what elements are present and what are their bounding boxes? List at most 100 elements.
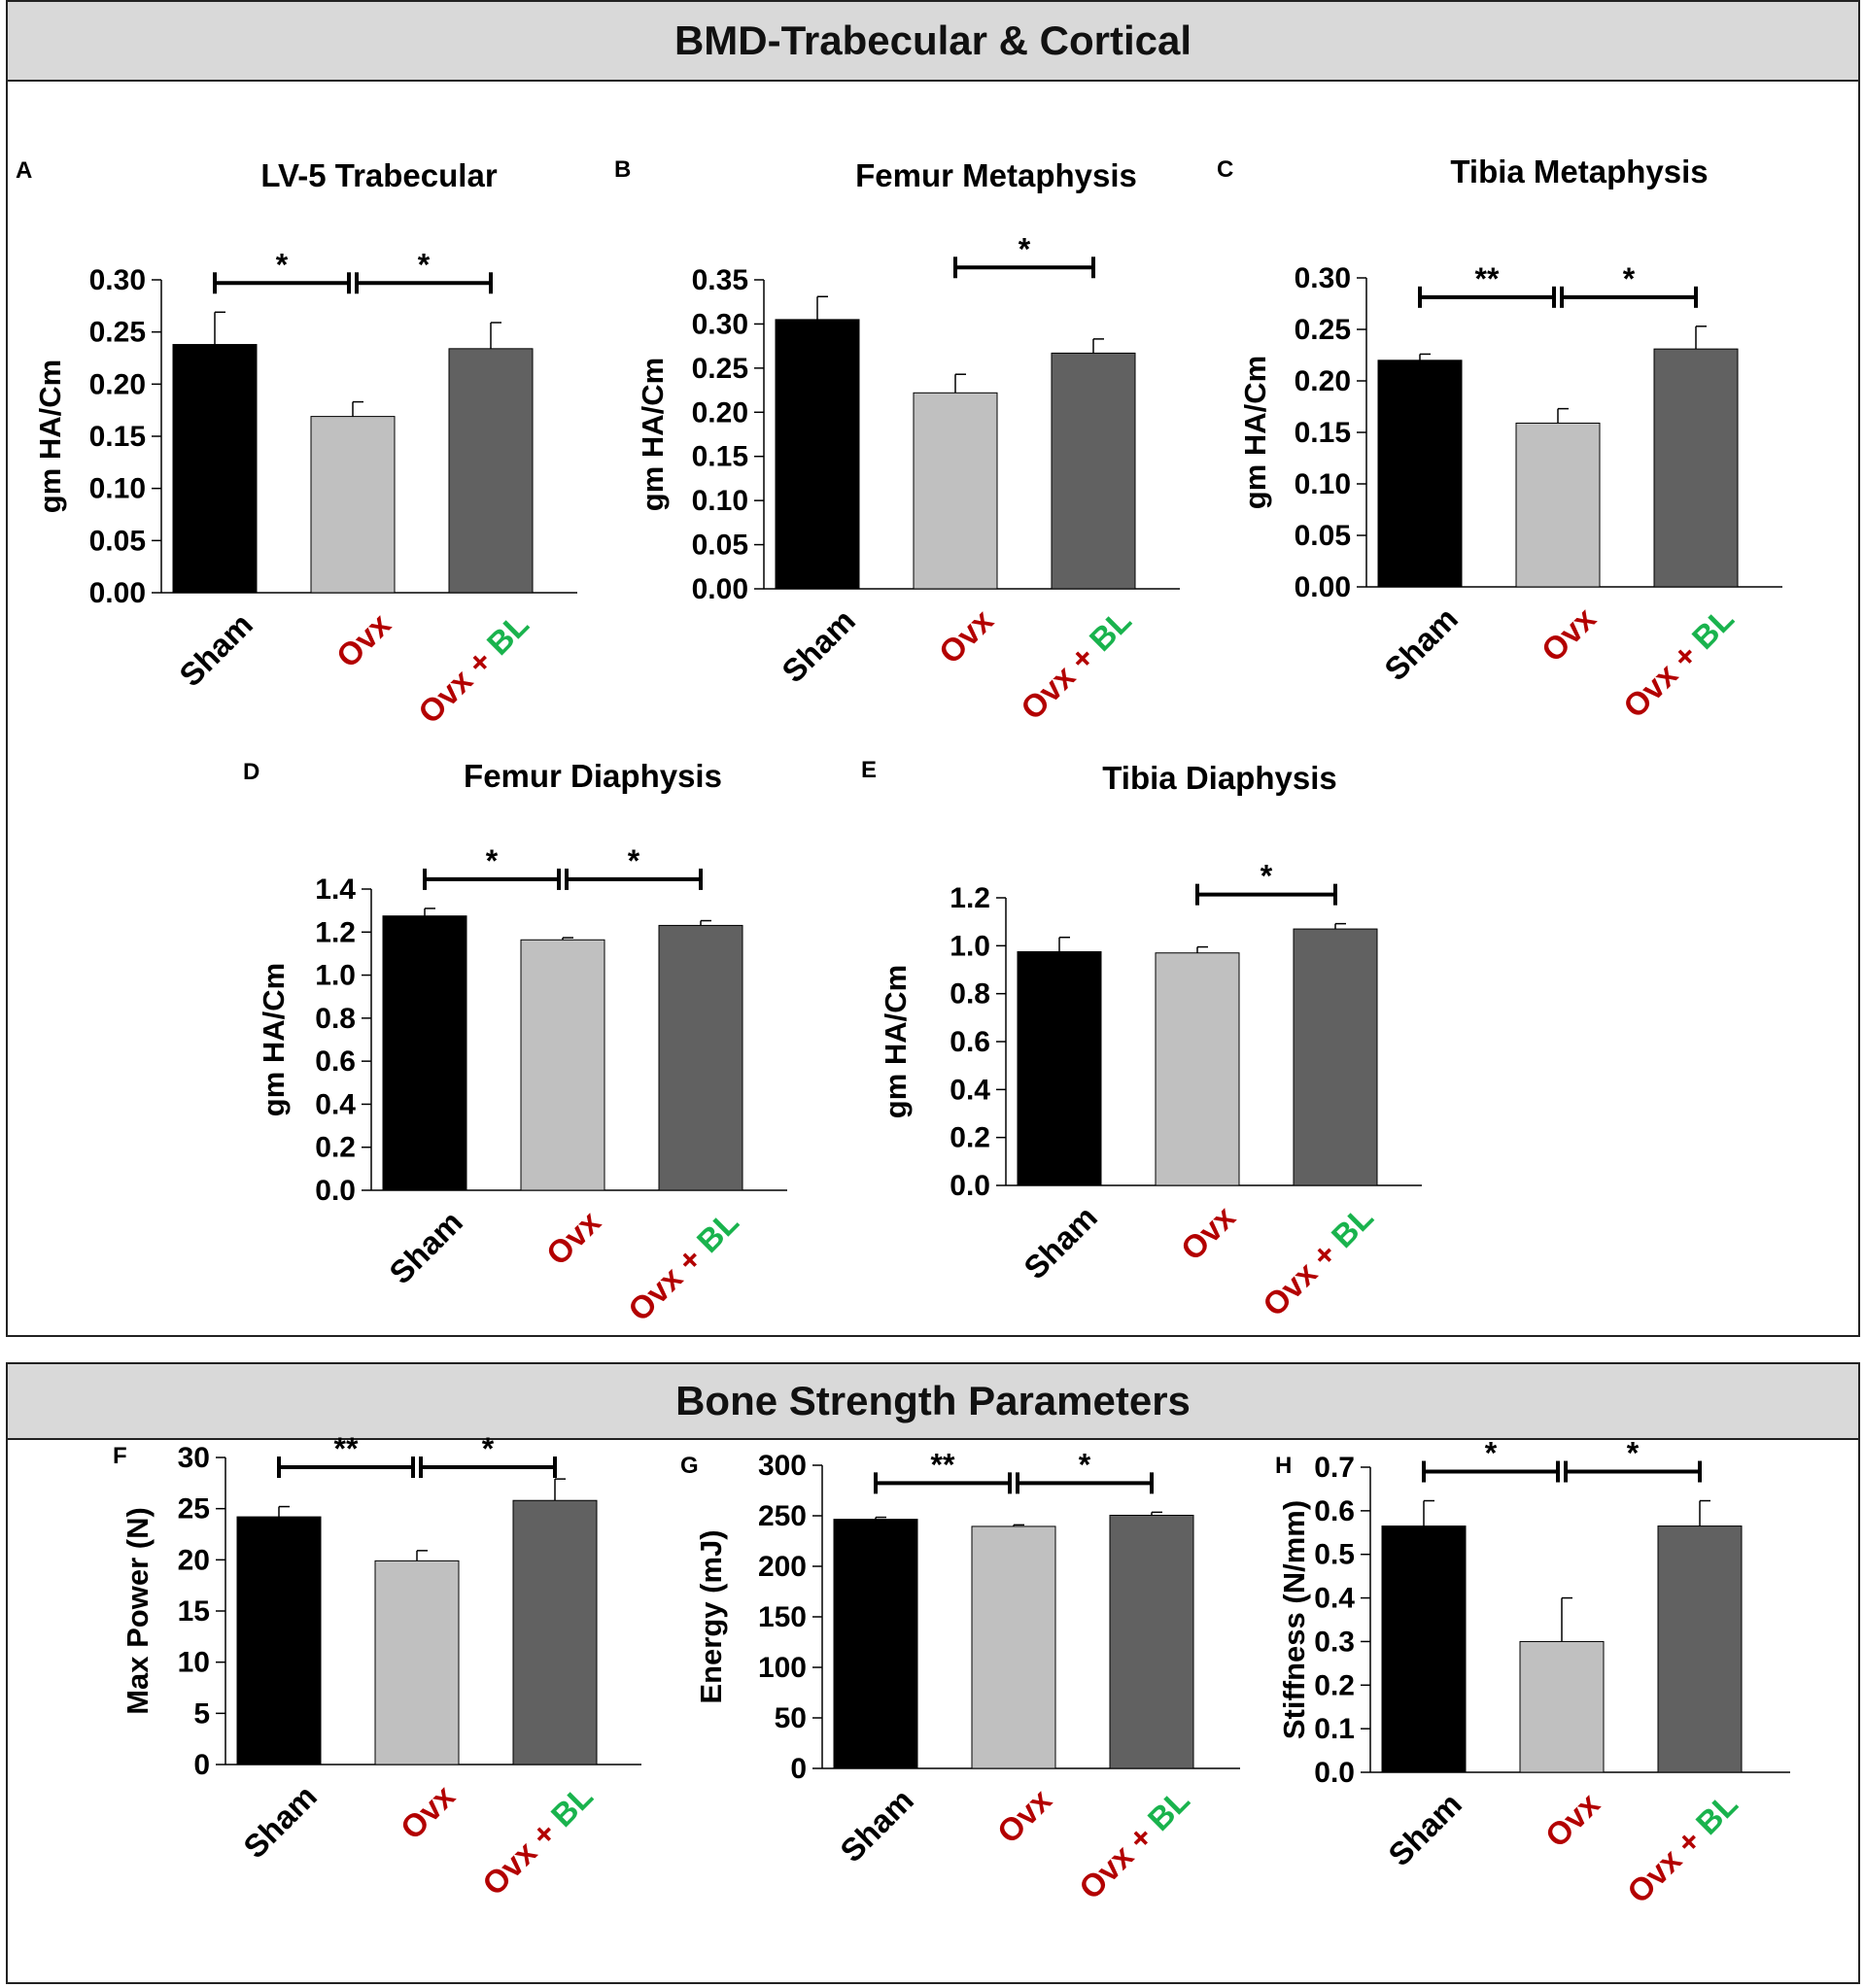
sig-label-f-0: **	[334, 1431, 359, 1466]
y-tick-label-a: 0.30	[89, 264, 146, 296]
x-tick-label-c-2: Ovx + BL	[1616, 600, 1741, 725]
y-tick-label-d: 0.6	[315, 1045, 356, 1078]
y-tick-label-b: 0.25	[692, 353, 748, 385]
y-tick-label-b: 0.10	[692, 485, 748, 517]
bone-strength-section-title: Bone Strength Parameters	[8, 1364, 1858, 1440]
x-label-ovx-f: Ovx	[394, 1777, 463, 1846]
y-tick-label-e: 0.8	[950, 978, 990, 1011]
y-tick-label-e: 0.2	[950, 1122, 990, 1154]
y-tick-label-g: 100	[758, 1652, 807, 1684]
y-tick-label-h: 0.2	[1314, 1669, 1355, 1701]
bar-c-2	[1653, 348, 1739, 588]
bar-d-0	[382, 915, 467, 1191]
panel-letter-b: B	[614, 156, 631, 183]
bar-g-2	[1109, 1514, 1194, 1769]
x-label-sham-f: Sham	[236, 1778, 324, 1866]
y-axis-label-g: Energy (mJ)	[694, 1529, 728, 1703]
panel-letter-g: G	[680, 1453, 699, 1479]
bar-d-2	[658, 924, 743, 1191]
x-label-sham-a: Sham	[172, 606, 259, 694]
sig-label-h-0: *	[1485, 1436, 1498, 1471]
y-tick-label-d: 1.4	[315, 874, 356, 906]
bar-f-2	[512, 1499, 598, 1765]
y-tick-label-e: 0.4	[950, 1074, 990, 1106]
sig-label-d-1: *	[628, 843, 640, 878]
y-tick-label-f: 25	[178, 1493, 210, 1525]
x-label-sham-g: Sham	[833, 1782, 920, 1869]
x-tick-label-a-2: Ovx + BL	[411, 606, 535, 731]
y-tick-label-a: 0.20	[89, 368, 146, 400]
y-tick-label-f: 15	[178, 1595, 210, 1628]
sig-label-h-1: *	[1627, 1436, 1640, 1471]
bar-e-1	[1155, 952, 1240, 1186]
x-tick-label-h-1: Ovx	[1538, 1785, 1607, 1854]
x-tick-label-f-1: Ovx	[394, 1777, 463, 1846]
x-tick-label-g-0: Sham	[833, 1782, 920, 1869]
sig-label-a-1: *	[418, 247, 431, 282]
y-tick-label-f: 0	[193, 1749, 210, 1781]
panel-letter-c: C	[1217, 156, 1233, 183]
sig-label-g-1: *	[1079, 1447, 1091, 1482]
x-label-ovx-b: Ovx	[932, 601, 1001, 670]
x-label-sham-c: Sham	[1377, 600, 1465, 688]
bar-h-2	[1657, 1525, 1743, 1773]
bar-b-1	[913, 392, 998, 590]
y-tick-label-h: 0.6	[1314, 1495, 1355, 1527]
bar-e-2	[1293, 928, 1378, 1186]
y-tick-label-h: 0.5	[1314, 1539, 1355, 1571]
y-tick-label-b: 0.15	[692, 441, 748, 473]
bar-b-0	[775, 319, 860, 590]
y-tick-label-f: 20	[178, 1544, 210, 1576]
x-tick-label-c-0: Sham	[1377, 600, 1465, 688]
bar-a-1	[310, 416, 396, 594]
bar-h-0	[1381, 1525, 1467, 1773]
x-tick-label-e-0: Sham	[1017, 1199, 1104, 1286]
x-label-ovx-part-f: Ovx +	[475, 1808, 570, 1902]
y-tick-label-g: 0	[790, 1753, 807, 1785]
x-tick-label-c-1: Ovx	[1535, 600, 1604, 668]
y-axis-label-d: gm HA/Cm	[257, 963, 291, 1116]
x-label-ovx-d: Ovx	[539, 1203, 608, 1272]
x-label-sham-h: Sham	[1381, 1786, 1468, 1873]
x-tick-label-h-0: Sham	[1381, 1786, 1468, 1873]
y-tick-label-e: 0.6	[950, 1026, 990, 1058]
y-tick-label-f: 30	[178, 1442, 210, 1474]
y-tick-label-h: 0.4	[1314, 1583, 1355, 1615]
bmd-section-title: BMD-Trabecular & Cortical	[8, 2, 1858, 82]
x-label-ovx-e: Ovx	[1174, 1198, 1243, 1267]
x-tick-label-b-0: Sham	[775, 602, 862, 690]
chart-panel-g: G Energy (mJ) 0 50 100 150 200 250 300 Sham Ovx Ovx…	[680, 1447, 1240, 1906]
x-tick-label-g-2: Ovx + BL	[1072, 1782, 1196, 1906]
y-tick-label-b: 0.35	[692, 264, 748, 296]
y-tick-label-d: 1.2	[315, 916, 356, 948]
x-tick-label-d-0: Sham	[382, 1204, 469, 1291]
y-tick-label-c: 0.30	[1295, 262, 1351, 294]
bar-b-2	[1051, 352, 1136, 590]
panel-letter-e: E	[861, 757, 877, 783]
sig-label-a-0: *	[276, 247, 289, 282]
bar-g-0	[833, 1519, 918, 1769]
x-tick-label-a-0: Sham	[172, 606, 259, 694]
bar-f-1	[374, 1560, 460, 1765]
y-tick-label-e: 0.0	[950, 1170, 990, 1202]
y-tick-label-d: 0.4	[315, 1088, 356, 1120]
y-tick-label-d: 0.0	[315, 1175, 356, 1207]
x-tick-label-g-1: Ovx	[990, 1781, 1059, 1850]
x-tick-label-f-2: Ovx + BL	[475, 1778, 600, 1902]
y-axis-label-b: gm HA/Cm	[636, 358, 670, 511]
y-axis-label-e: gm HA/Cm	[879, 965, 913, 1118]
x-label-ovx-h: Ovx	[1538, 1785, 1607, 1854]
x-tick-label-e-1: Ovx	[1174, 1198, 1243, 1267]
y-tick-label-b: 0.30	[692, 308, 748, 340]
y-tick-label-d: 1.0	[315, 960, 356, 992]
y-tick-label-a: 0.25	[89, 317, 146, 349]
x-tick-label-b-2: Ovx + BL	[1014, 602, 1138, 727]
x-label-sham-e: Sham	[1017, 1199, 1104, 1286]
y-tick-label-d: 0.2	[315, 1132, 356, 1164]
x-label-sham-b: Sham	[775, 602, 862, 690]
panel-letter-a: A	[16, 157, 32, 184]
chart-title-b: Femur Metaphysis	[855, 157, 1137, 193]
chart-panel-h: H Stiffness (N/mm)0.0 0.1 0.2 0.3 0.4 0.5 0.6 0.…	[1275, 1436, 1790, 1910]
